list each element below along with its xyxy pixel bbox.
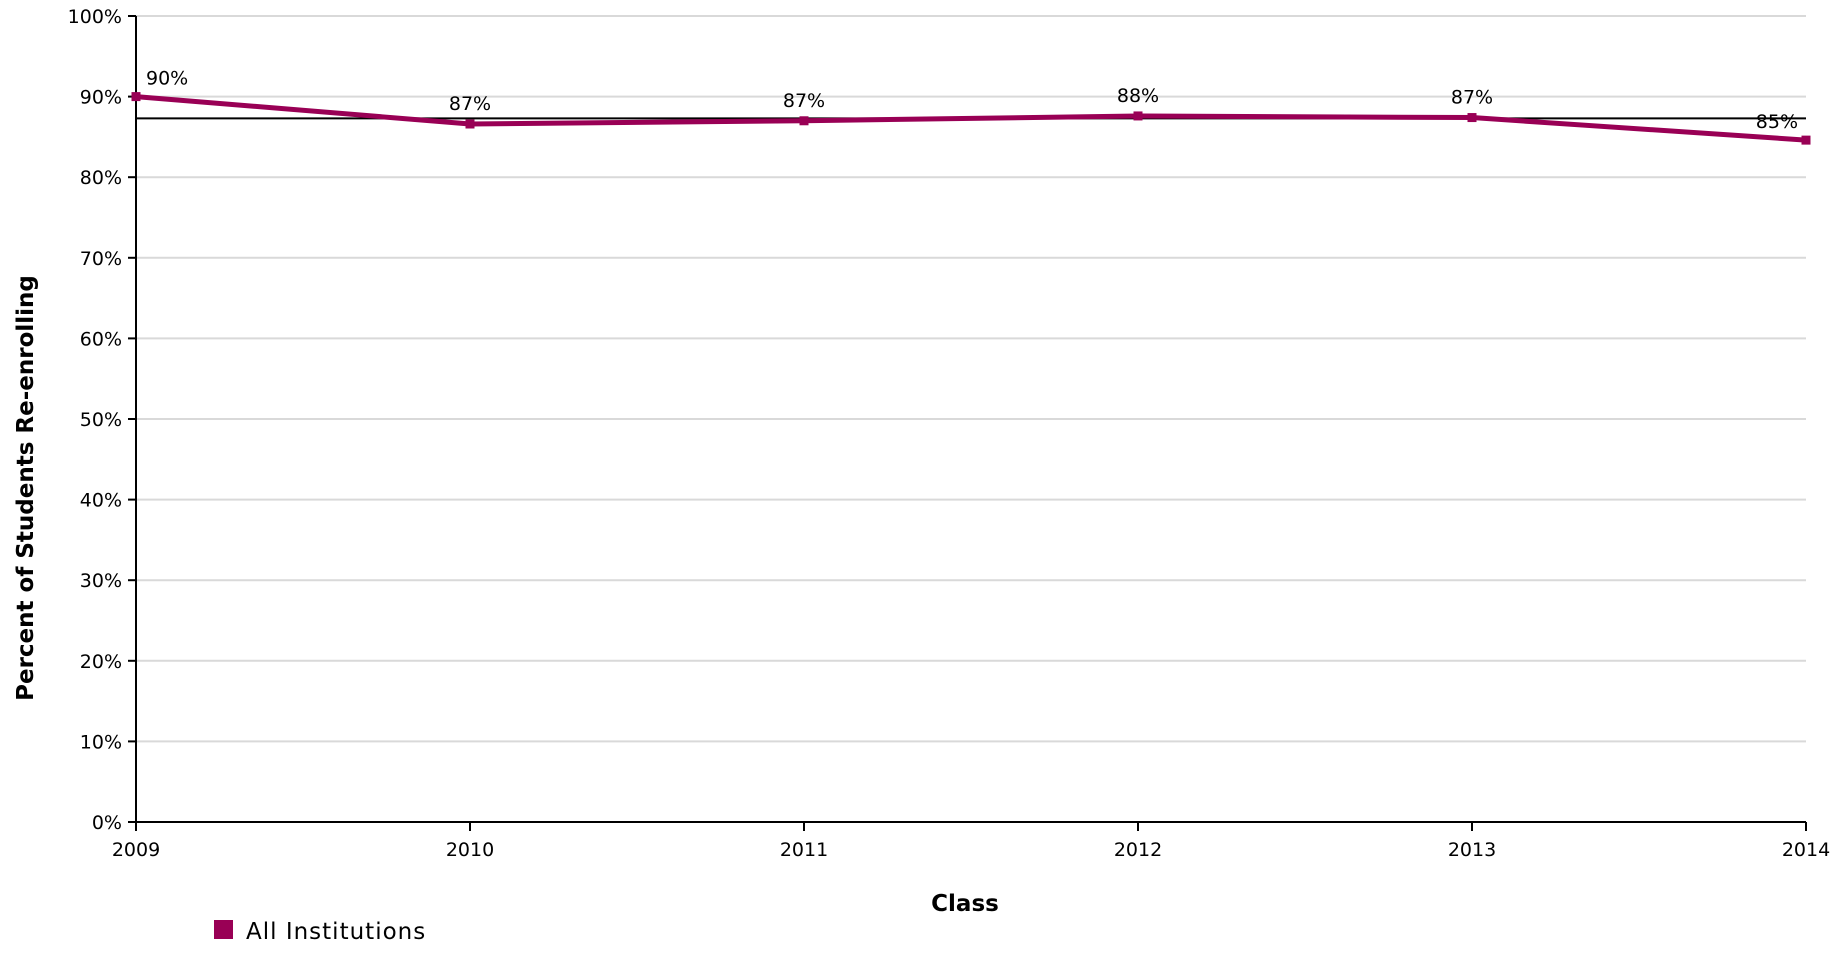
- data-point: [1133, 111, 1143, 121]
- x-tick-label: 2014: [1782, 839, 1830, 861]
- data-label: 88%: [1117, 85, 1159, 107]
- x-axis-title: Class: [931, 891, 999, 917]
- y-tick-label: 40%: [80, 490, 122, 512]
- axes: 0% 10% 20% 30% 40% 50% 60% 70% 80% 90% 100% 2009 201…: [68, 6, 1831, 861]
- data-label: 87%: [783, 90, 825, 112]
- data-point: [131, 92, 141, 102]
- data-point: [1801, 135, 1811, 145]
- x-tick-label: 2009: [112, 839, 160, 861]
- y-tick-label: 20%: [80, 651, 122, 673]
- data-labels: 90% 87% 87% 88% 87% 85%: [146, 68, 1798, 134]
- x-tick-label: 2013: [1448, 839, 1496, 861]
- y-tick-label: 10%: [80, 731, 122, 753]
- data-label: 85%: [1756, 111, 1798, 133]
- data-label: 87%: [1451, 87, 1493, 109]
- data-label: 87%: [449, 93, 491, 115]
- legend-label: All Institutions: [246, 919, 426, 945]
- y-tick-label: 100%: [68, 6, 122, 28]
- series-group: [131, 92, 1811, 145]
- series-line: [135, 94, 1807, 143]
- y-tick-label: 60%: [80, 328, 122, 350]
- y-tick-label: 80%: [80, 167, 122, 189]
- data-point: [799, 116, 809, 126]
- y-tick-label: 50%: [80, 409, 122, 431]
- y-tick-label: 0%: [92, 812, 122, 834]
- data-label: 90%: [146, 68, 188, 90]
- legend: All Institutions: [214, 919, 426, 945]
- data-point: [1467, 113, 1477, 123]
- x-tick-label: 2010: [446, 839, 494, 861]
- legend-swatch: [214, 920, 233, 939]
- x-tick-label: 2012: [1114, 839, 1162, 861]
- y-tick-label: 90%: [80, 87, 122, 109]
- x-tick-label: 2011: [780, 839, 828, 861]
- data-point: [465, 119, 475, 129]
- y-tick-label: 70%: [80, 248, 122, 270]
- y-axis-title: Percent of Students Re-enrolling: [13, 275, 39, 701]
- gridlines: [136, 15, 1806, 743]
- y-tick-label: 30%: [80, 570, 122, 592]
